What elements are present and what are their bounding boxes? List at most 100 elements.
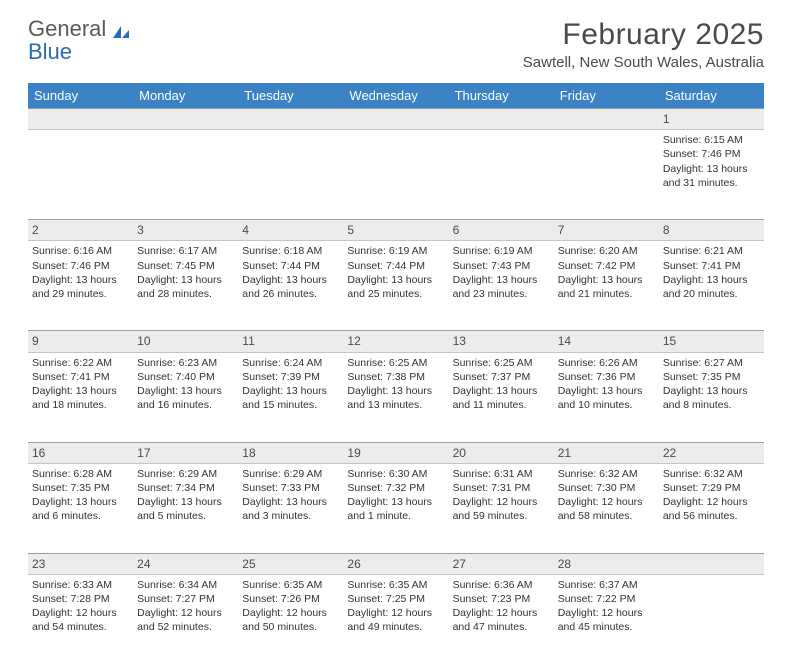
sunrise-line: Sunrise: 6:29 AM [242, 467, 339, 481]
daynum-27: 27 [449, 553, 554, 574]
sunset-line: Sunset: 7:29 PM [663, 481, 760, 495]
sunrise-line: Sunrise: 6:20 AM [558, 244, 655, 258]
empty-daynum [343, 109, 448, 130]
daylight-line: Daylight: 12 hours and 52 minutes. [137, 606, 234, 634]
sunset-line: Sunset: 7:31 PM [453, 481, 550, 495]
daylight-line: Daylight: 12 hours and 49 minutes. [347, 606, 444, 634]
sunset-line: Sunset: 7:41 PM [32, 370, 129, 384]
sunset-line: Sunset: 7:37 PM [453, 370, 550, 384]
daynum-15: 15 [659, 331, 764, 352]
sunrise-line: Sunrise: 6:29 AM [137, 467, 234, 481]
daynum-row: 1 [28, 109, 764, 130]
day-cell-25: Sunrise: 6:35 AMSunset: 7:26 PMDaylight:… [238, 574, 343, 664]
day-cell-21: Sunrise: 6:32 AMSunset: 7:30 PMDaylight:… [554, 463, 659, 553]
day-cell-6: Sunrise: 6:19 AMSunset: 7:43 PMDaylight:… [449, 241, 554, 331]
empty-daynum [449, 109, 554, 130]
sunset-line: Sunset: 7:34 PM [137, 481, 234, 495]
daynum-22: 22 [659, 442, 764, 463]
sunrise-line: Sunrise: 6:32 AM [558, 467, 655, 481]
day-cell-28: Sunrise: 6:37 AMSunset: 7:22 PMDaylight:… [554, 574, 659, 664]
weekday-friday: Friday [554, 83, 659, 109]
day-cell-19: Sunrise: 6:30 AMSunset: 7:32 PMDaylight:… [343, 463, 448, 553]
daylight-line: Daylight: 12 hours and 47 minutes. [453, 606, 550, 634]
day-cell-26: Sunrise: 6:35 AMSunset: 7:25 PMDaylight:… [343, 574, 448, 664]
daylight-line: Daylight: 13 hours and 5 minutes. [137, 495, 234, 523]
day-cell-10: Sunrise: 6:23 AMSunset: 7:40 PMDaylight:… [133, 352, 238, 442]
location: Sawtell, New South Wales, Australia [523, 54, 764, 71]
empty-cell [238, 130, 343, 220]
sunrise-line: Sunrise: 6:32 AM [663, 467, 760, 481]
detail-row: Sunrise: 6:22 AMSunset: 7:41 PMDaylight:… [28, 352, 764, 442]
daylight-line: Daylight: 13 hours and 13 minutes. [347, 384, 444, 412]
sunrise-line: Sunrise: 6:28 AM [32, 467, 129, 481]
title-block: February 2025 Sawtell, New South Wales, … [523, 18, 764, 71]
daylight-line: Daylight: 12 hours and 58 minutes. [558, 495, 655, 523]
detail-row: Sunrise: 6:16 AMSunset: 7:46 PMDaylight:… [28, 241, 764, 331]
sunset-line: Sunset: 7:35 PM [32, 481, 129, 495]
sunrise-line: Sunrise: 6:25 AM [347, 356, 444, 370]
sunset-line: Sunset: 7:41 PM [663, 259, 760, 273]
daylight-line: Daylight: 12 hours and 50 minutes. [242, 606, 339, 634]
daynum-6: 6 [449, 220, 554, 241]
daylight-line: Daylight: 12 hours and 54 minutes. [32, 606, 129, 634]
sunset-line: Sunset: 7:26 PM [242, 592, 339, 606]
sunset-line: Sunset: 7:40 PM [137, 370, 234, 384]
sunset-line: Sunset: 7:46 PM [663, 147, 760, 161]
daynum-28: 28 [554, 553, 659, 574]
daynum-23: 23 [28, 553, 133, 574]
logo-sail-icon [111, 24, 131, 40]
daynum-14: 14 [554, 331, 659, 352]
weekday-tuesday: Tuesday [238, 83, 343, 109]
empty-daynum [133, 109, 238, 130]
sunset-line: Sunset: 7:46 PM [32, 259, 129, 273]
sunset-line: Sunset: 7:23 PM [453, 592, 550, 606]
daynum-10: 10 [133, 331, 238, 352]
sunset-line: Sunset: 7:32 PM [347, 481, 444, 495]
sunset-line: Sunset: 7:27 PM [137, 592, 234, 606]
daylight-line: Daylight: 13 hours and 28 minutes. [137, 273, 234, 301]
daylight-line: Daylight: 13 hours and 31 minutes. [663, 162, 760, 190]
sunrise-line: Sunrise: 6:25 AM [453, 356, 550, 370]
empty-daynum [238, 109, 343, 130]
daynum-16: 16 [28, 442, 133, 463]
day-cell-23: Sunrise: 6:33 AMSunset: 7:28 PMDaylight:… [28, 574, 133, 664]
sunrise-line: Sunrise: 6:36 AM [453, 578, 550, 592]
daylight-line: Daylight: 13 hours and 15 minutes. [242, 384, 339, 412]
sunrise-line: Sunrise: 6:30 AM [347, 467, 444, 481]
daylight-line: Daylight: 13 hours and 1 minute. [347, 495, 444, 523]
sunrise-line: Sunrise: 6:24 AM [242, 356, 339, 370]
logo: General Blue [28, 18, 131, 64]
daynum-25: 25 [238, 553, 343, 574]
weekday-wednesday: Wednesday [343, 83, 448, 109]
sunset-line: Sunset: 7:36 PM [558, 370, 655, 384]
logo-text-block: General Blue [28, 18, 131, 64]
sunset-line: Sunset: 7:44 PM [347, 259, 444, 273]
sunset-line: Sunset: 7:39 PM [242, 370, 339, 384]
detail-row: Sunrise: 6:28 AMSunset: 7:35 PM Daylight:… [28, 463, 764, 553]
daynum-17: 17 [133, 442, 238, 463]
sunset-line: Sunset: 7:22 PM [558, 592, 655, 606]
weekday-header-row: SundayMondayTuesdayWednesdayThursdayFrid… [28, 83, 764, 109]
sunrise-line: Sunrise: 6:23 AM [137, 356, 234, 370]
sunset-line: Sunset: 7:28 PM [32, 592, 129, 606]
day-cell-16: Sunrise: 6:28 AMSunset: 7:35 PMDaylight:… [28, 463, 133, 553]
daynum-5: 5 [343, 220, 448, 241]
empty-daynum [28, 109, 133, 130]
daynum-24: 24 [133, 553, 238, 574]
empty-cell [449, 130, 554, 220]
day-cell-2: Sunrise: 6:16 AMSunset: 7:46 PMDaylight:… [28, 241, 133, 331]
sunrise-line: Sunrise: 6:21 AM [663, 244, 760, 258]
day-cell-13: Sunrise: 6:25 AMSunset: 7:37 PMDaylight:… [449, 352, 554, 442]
empty-cell [28, 130, 133, 220]
daynum-26: 26 [343, 553, 448, 574]
sunrise-line: Sunrise: 6:33 AM [32, 578, 129, 592]
empty-daynum [659, 553, 764, 574]
daynum-row: 232425262728 [28, 553, 764, 574]
day-cell-12: Sunrise: 6:25 AMSunset: 7:38 PMDaylight:… [343, 352, 448, 442]
daylight-line: Daylight: 13 hours and 11 minutes. [453, 384, 550, 412]
daynum-8: 8 [659, 220, 764, 241]
sunrise-line: Sunrise: 6:35 AM [347, 578, 444, 592]
day-cell-5: Sunrise: 6:19 AMSunset: 7:44 PMDaylight:… [343, 241, 448, 331]
sunrise-line: Sunrise: 6:17 AM [137, 244, 234, 258]
empty-daynum [554, 109, 659, 130]
